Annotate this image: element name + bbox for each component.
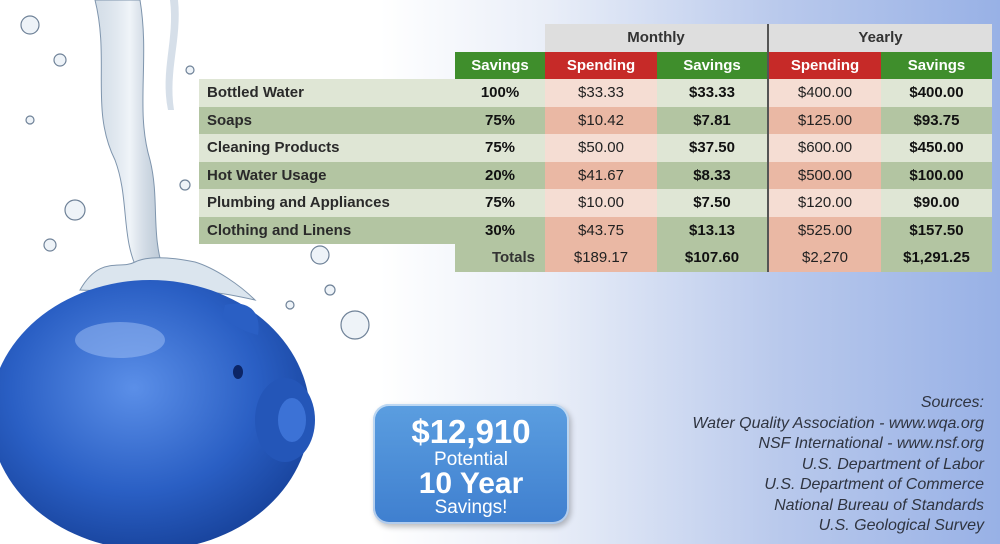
row-monthly-spending: $33.33 (545, 79, 657, 107)
totals-row: Totals $189.17 $107.60 $2,270 $1,291.25 (199, 244, 992, 272)
savings-table: Monthly Yearly Savings Spending Savings … (199, 24, 992, 272)
source-item: NSF International - www.nsf.org (758, 435, 984, 452)
row-monthly-spending: $10.00 (545, 189, 657, 217)
row-monthly-savings: $13.13 (657, 216, 768, 244)
group-header-row: Monthly Yearly (199, 24, 992, 52)
blank-cell (199, 52, 455, 80)
row-item: Cleaning Products (199, 134, 455, 162)
row-yearly-savings: $90.00 (881, 189, 992, 217)
row-monthly-spending: $50.00 (545, 134, 657, 162)
totals-yearly-savings: $1,291.25 (881, 244, 992, 272)
row-monthly-savings: $7.81 (657, 106, 768, 134)
row-monthly-spending: $43.75 (545, 216, 657, 244)
table-row: Hot Water Usage 20% $41.67 $8.33 $500.00… (199, 161, 992, 189)
yearly-savings-header: Savings (881, 51, 992, 79)
row-item: Soaps (199, 106, 455, 134)
table-row: Cleaning Products 75% $50.00 $37.50 $600… (199, 134, 992, 162)
row-yearly-savings: $93.75 (881, 106, 992, 134)
row-item: Bottled Water (199, 79, 455, 107)
column-header-row: Savings Spending Savings Spending Saving… (199, 51, 992, 80)
row-yearly-spending: $125.00 (767, 106, 881, 134)
row-pct: 100% (455, 79, 545, 107)
row-pct: 75% (455, 106, 545, 134)
row-yearly-savings: $400.00 (881, 79, 992, 107)
pig-ear (222, 303, 259, 335)
badge-amount: $12,910 (411, 413, 531, 450)
row-pct: 75% (455, 189, 545, 217)
row-monthly-savings: $37.50 (657, 134, 768, 162)
ten-year-savings-badge: $12,910 Potential 10 Year Savings! (373, 404, 569, 524)
totals-yearly-spending: $2,270 (767, 244, 881, 272)
pig-body (0, 280, 310, 544)
row-yearly-savings: $157.50 (881, 216, 992, 244)
row-pct: 20% (455, 161, 545, 189)
totals-monthly-spending: $189.17 (545, 244, 657, 272)
row-yearly-spending: $120.00 (767, 189, 881, 217)
row-monthly-savings: $8.33 (657, 161, 768, 189)
row-yearly-spending: $400.00 (767, 79, 881, 107)
row-monthly-spending: $41.67 (545, 161, 657, 189)
blank-cell (455, 24, 545, 52)
pig-eye (233, 365, 243, 379)
row-item: Hot Water Usage (199, 161, 455, 189)
source-item: National Bureau of Standards (774, 496, 984, 514)
monthly-spending-header: Spending (545, 51, 657, 79)
monthly-savings-header: Savings (657, 51, 768, 79)
totals-label: Totals (455, 244, 545, 272)
badge-ten-year-label: 10 Year (418, 467, 524, 500)
table-row: Clothing and Linens 30% $43.75 $13.13 $5… (199, 216, 992, 244)
row-yearly-savings: $450.00 (881, 134, 992, 162)
sources-list: Sources: Water Quality Association - www… (692, 393, 984, 537)
water-stream-thin (165, 0, 179, 110)
water-droplets (20, 15, 370, 340)
row-yearly-spending: $600.00 (767, 134, 881, 162)
source-item: Water Quality Association - www.wqa.org (692, 414, 984, 432)
table-row: Bottled Water 100% $33.33 $33.33 $400.00… (199, 79, 992, 107)
source-item: U.S. Department of Labor (801, 455, 984, 473)
table-row: Soaps 75% $10.42 $7.81 $125.00 $93.75 (199, 106, 992, 134)
table-row: Plumbing and Appliances 75% $10.00 $7.50… (199, 189, 992, 217)
row-monthly-savings: $33.33 (657, 79, 768, 107)
row-yearly-spending: $500.00 (767, 161, 881, 189)
row-item: Plumbing and Appliances (199, 189, 455, 217)
yearly-spending-header: Spending (767, 51, 881, 79)
badge-savings-label: Savings! (434, 497, 508, 518)
row-yearly-savings: $100.00 (881, 161, 992, 189)
row-item: Clothing and Linens (199, 216, 455, 244)
monthly-header: Monthly (545, 24, 768, 52)
yearly-header: Yearly (767, 24, 992, 52)
source-item: U.S. Department of Commerce (764, 476, 984, 493)
badge-potential-label: Potential (434, 449, 508, 470)
water-stream (94, 0, 166, 276)
row-pct: 30% (455, 216, 545, 244)
row-monthly-spending: $10.42 (545, 106, 657, 134)
blank-cell (199, 24, 455, 52)
sources-title: Sources: (920, 394, 984, 411)
row-monthly-savings: $7.50 (657, 189, 768, 217)
source-item: U.S. Geological Survey (818, 517, 984, 534)
totals-monthly-savings: $107.60 (657, 244, 768, 272)
row-pct: 75% (455, 134, 545, 162)
savings-percent-header: Savings (455, 51, 545, 79)
blank-cell (199, 244, 455, 272)
row-yearly-spending: $525.00 (767, 216, 881, 244)
